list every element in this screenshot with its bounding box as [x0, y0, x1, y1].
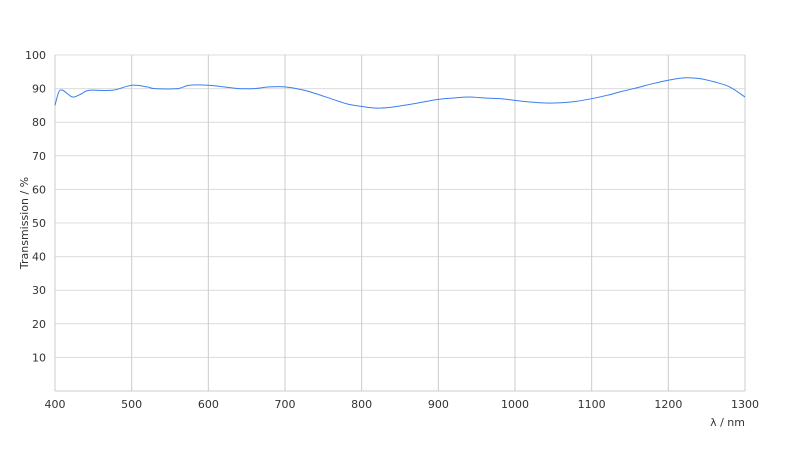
y-tick-label: 20: [32, 318, 46, 331]
x-axis-label: λ / nm: [710, 416, 745, 429]
x-tick-label: 1000: [501, 398, 529, 411]
y-tick-label: 50: [32, 217, 46, 230]
y-tick-label: 70: [32, 150, 46, 163]
y-tick-label: 90: [32, 83, 46, 96]
grid: [54, 54, 746, 392]
y-tick-label: 10: [32, 351, 46, 364]
tick-labels: 10 20 30 40 50 60 70 80 90 100 400 500 600 700 800 900 1…: [25, 49, 759, 411]
x-tick-label: 1200: [654, 398, 682, 411]
y-tick-label: 40: [32, 251, 46, 264]
x-tick-label: 900: [428, 398, 449, 411]
series: [54, 77, 746, 109]
x-tick-label: 700: [275, 398, 296, 411]
x-tick-label: 400: [45, 398, 66, 411]
y-axis-label: Transmission / %: [18, 177, 31, 270]
x-tick-label: 600: [198, 398, 219, 411]
y-tick-label: 30: [32, 284, 46, 297]
y-tick-label: 80: [32, 116, 46, 129]
x-tick-label: 1100: [578, 398, 606, 411]
y-tick-label: 60: [32, 183, 46, 196]
transmission-line: [54, 77, 746, 109]
x-tick-label: 800: [351, 398, 372, 411]
x-tick-label: 500: [121, 398, 142, 411]
y-tick-label: 100: [25, 49, 46, 62]
x-tick-label: 1300: [731, 398, 759, 411]
